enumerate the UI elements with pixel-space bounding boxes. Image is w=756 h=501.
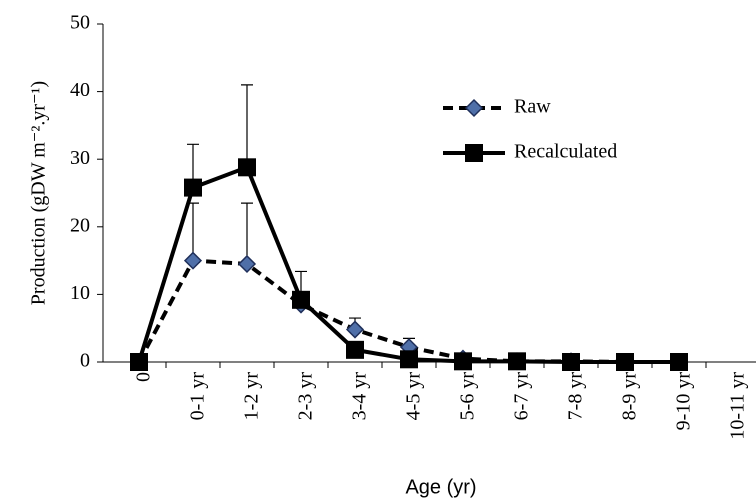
- x-tick-label: 3-4 yr: [349, 372, 371, 421]
- y-tick-label: 10: [70, 282, 90, 304]
- marker: [238, 158, 256, 177]
- x-tick-label: 8-9 yr: [619, 372, 641, 421]
- marker: [616, 353, 634, 371]
- x-tick-label: 1-2 yr: [241, 372, 263, 421]
- marker: [345, 320, 365, 339]
- x-tick-label: 5-6 yr: [457, 372, 479, 421]
- marker: [464, 98, 484, 118]
- marker: [346, 340, 364, 359]
- marker: [454, 352, 472, 371]
- y-axis-label: Production (gDW m⁻².yr⁻¹): [28, 81, 50, 305]
- marker: [183, 251, 203, 270]
- x-tick-label: 7-8 yr: [565, 372, 587, 421]
- x-axis-label: Age (yr): [405, 476, 476, 498]
- x-tick-label: 2-3 yr: [295, 372, 317, 421]
- y-tick-label: 40: [70, 79, 90, 101]
- y-tick-label: 20: [70, 214, 90, 236]
- y-tick-label: 50: [70, 12, 90, 34]
- x-tick-label: 4-5 yr: [403, 372, 425, 421]
- x-tick-label: 6-7 yr: [511, 372, 533, 421]
- x-tick-label: 10-11 yr: [727, 372, 749, 440]
- error-bar: [241, 84, 253, 168]
- marker: [670, 353, 688, 371]
- x-tick-label: 0-1 yr: [187, 372, 209, 421]
- legend-label: Recalculated: [514, 141, 617, 163]
- legend-label: Raw: [514, 96, 551, 118]
- error-bar: [241, 202, 253, 264]
- x-tick-label: 0: [133, 372, 155, 382]
- marker: [184, 178, 202, 197]
- x-tick-label: 9-10 yr: [673, 372, 695, 431]
- series-line: [137, 164, 679, 364]
- y-tick-label: 0: [80, 350, 90, 372]
- marker: [292, 290, 310, 309]
- marker: [130, 353, 148, 371]
- marker: [237, 254, 257, 274]
- marker: [562, 353, 580, 371]
- marker: [465, 144, 483, 162]
- y-tick-label: 30: [70, 147, 90, 169]
- marker: [400, 350, 418, 369]
- marker: [508, 352, 526, 371]
